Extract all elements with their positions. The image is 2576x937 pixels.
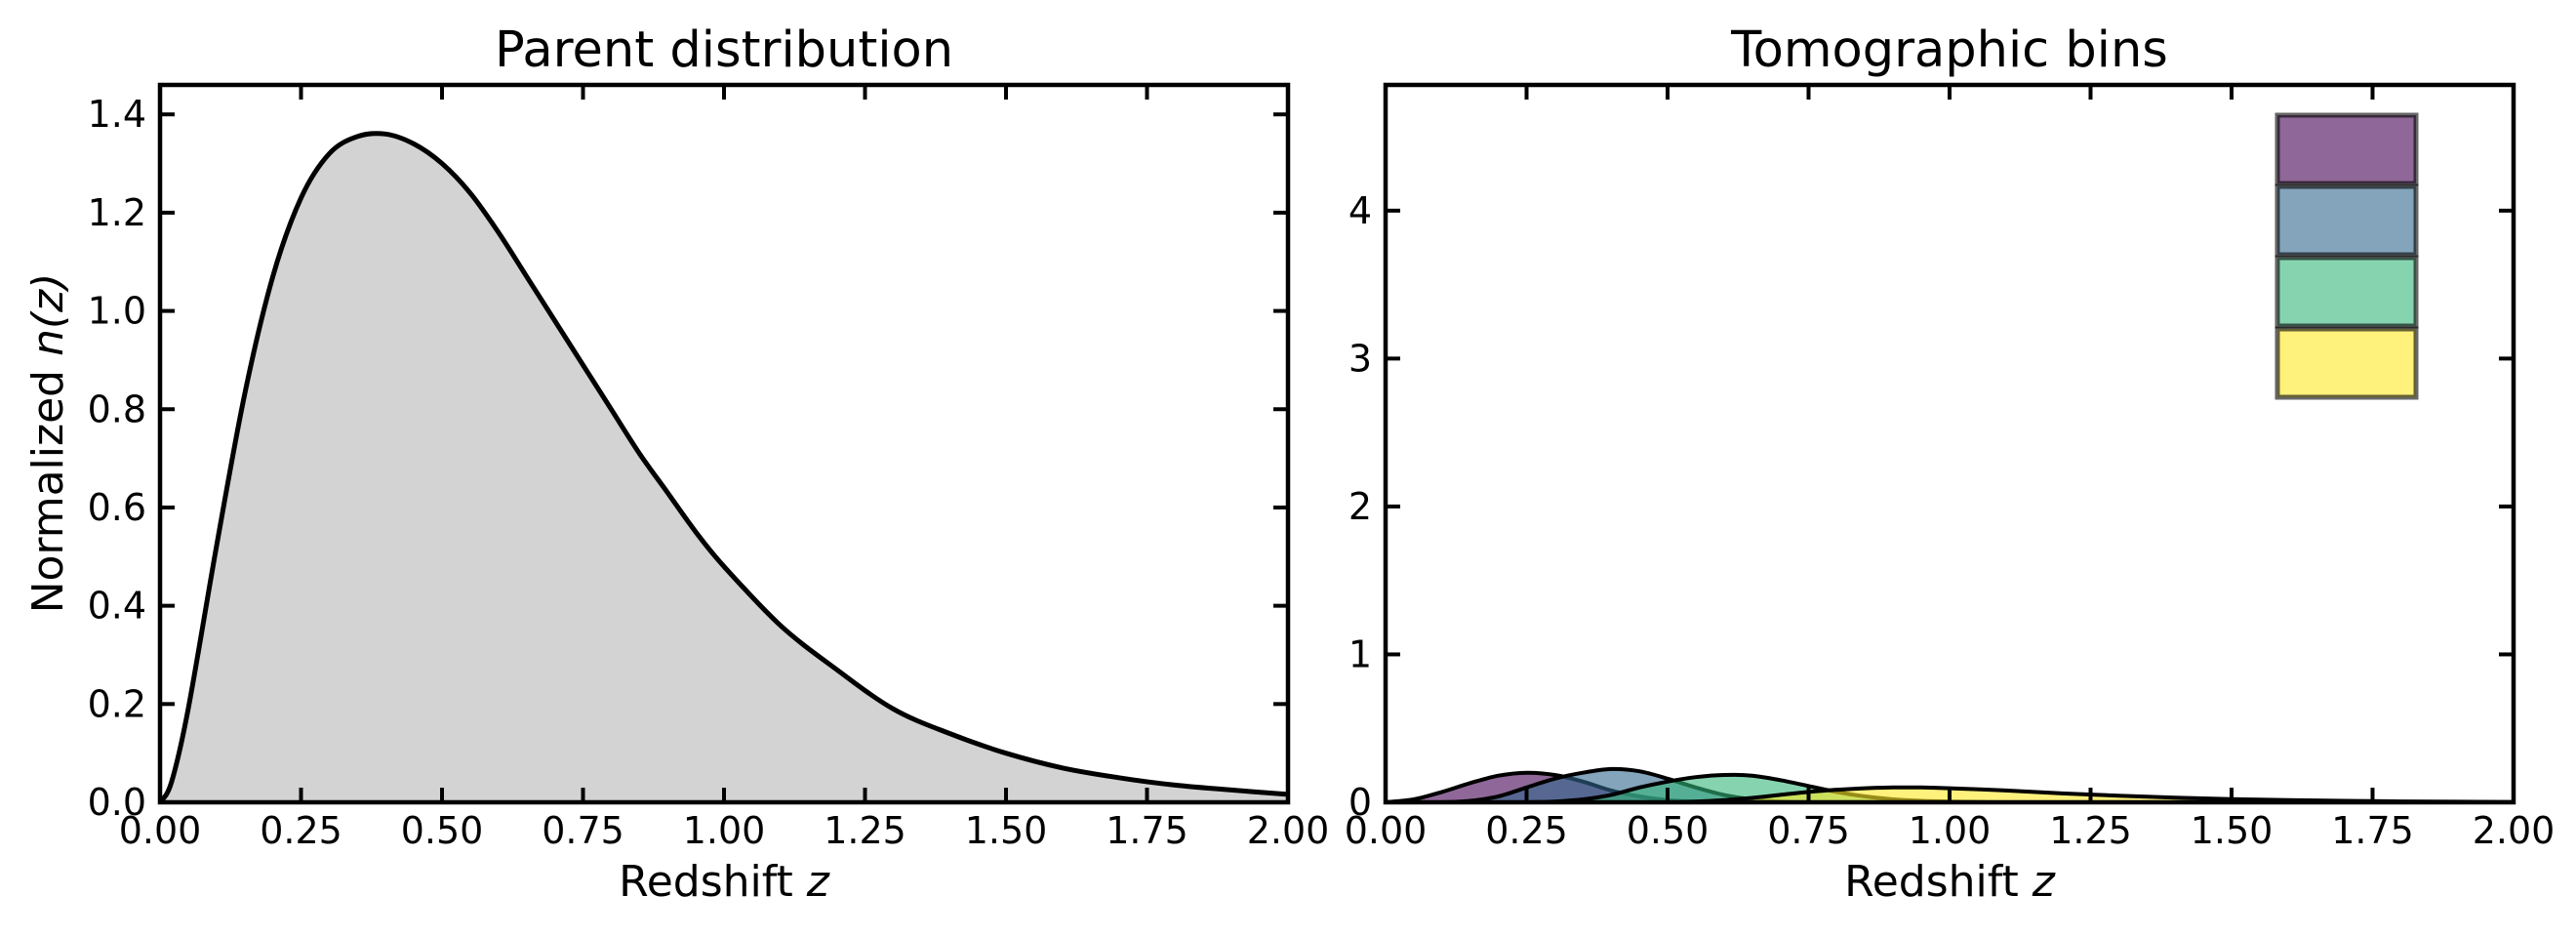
- y-tick-label: 0.6: [88, 486, 146, 529]
- x-tick-label: 2.00: [2473, 809, 2556, 852]
- density-curve: [160, 131, 1288, 802]
- legend-label-bin-4: Bin 4: [2297, 342, 2396, 387]
- y-tick-label: 1.0: [88, 290, 146, 333]
- x-tick-label: 0.25: [260, 809, 342, 852]
- density-area: [160, 133, 1288, 802]
- x-tick-label: 1.75: [1106, 809, 1188, 852]
- x-tick-label: 0.25: [1485, 809, 1568, 852]
- x-tick-label: 1.00: [683, 809, 766, 852]
- y-tick-label: 0: [1348, 781, 1372, 824]
- x-tick-label: 0.75: [1767, 809, 1850, 852]
- x-tick-label: 0.50: [401, 809, 484, 852]
- y-tick-label: 3: [1348, 337, 1372, 380]
- axes-frame: [157, 82, 1291, 805]
- bin-2-curve: [1386, 766, 2514, 802]
- x-tick-label: 1.75: [2331, 809, 2414, 852]
- x-tick-label: 0.00: [1345, 809, 1428, 852]
- y-tick-label: 2: [1348, 485, 1372, 528]
- x-tick-label: 1.25: [824, 809, 906, 852]
- y-axis-label: Normalized n(z): [23, 273, 73, 614]
- x-tick-label: 0.75: [542, 809, 624, 852]
- y-tick-label: 0.4: [88, 585, 146, 628]
- legend: Bin 1 Bin 2 Bin 3 Bin 4: [2274, 112, 2419, 400]
- legend-label-bin-3: Bin 3: [2297, 270, 2396, 315]
- x-axis-label: Redshift z: [1844, 857, 2056, 907]
- axes-frame: [1383, 82, 2516, 805]
- y-tick-label: 0.8: [88, 387, 146, 430]
- x-tick-label: 0.50: [1627, 809, 1710, 852]
- x-tick-label: 1.25: [2049, 809, 2132, 852]
- x-tick-label: 0.00: [119, 809, 202, 852]
- x-tick-label: 2.00: [1247, 809, 1330, 852]
- panel-title: Parent distribution: [495, 21, 953, 79]
- y-tick-label: 1.4: [88, 93, 146, 136]
- y-tick-label: 0.2: [88, 682, 146, 725]
- legend-swatch-bin-1: [2274, 112, 2419, 186]
- x-tick-label: 1.50: [2191, 809, 2274, 852]
- legend-label-bin-2: Bin 2: [2297, 199, 2396, 244]
- x-tick-label: 1.00: [1909, 809, 1992, 852]
- x-axis-label: Redshift z: [619, 857, 830, 907]
- tomographic-bins-panel: Tomographic bins 0.00 0.25 0.50 0.75 1.00 1.2…: [1345, 21, 2556, 907]
- y-tick-label: 4: [1348, 189, 1372, 232]
- bin-3-curve: [1386, 772, 2514, 802]
- panel-title: Tomographic bins: [1730, 21, 2168, 79]
- legend-swatch-bin-2: [2274, 183, 2419, 258]
- legend-swatch-bin-4: [2274, 326, 2419, 400]
- y-tick-label: 1: [1348, 632, 1372, 675]
- parent-distribution-panel: Parent distribution 0.00 0.25 0.50 0.75 1.00…: [23, 21, 1329, 907]
- legend-swatch-bin-3: [2274, 255, 2419, 329]
- bin-1-curve: [1386, 770, 2514, 802]
- legend-label-bin-1: Bin 1: [2297, 128, 2396, 173]
- x-tick-label: 1.50: [965, 809, 1048, 852]
- y-tick-label: 0.0: [88, 781, 146, 824]
- y-tick-label: 1.2: [88, 191, 146, 234]
